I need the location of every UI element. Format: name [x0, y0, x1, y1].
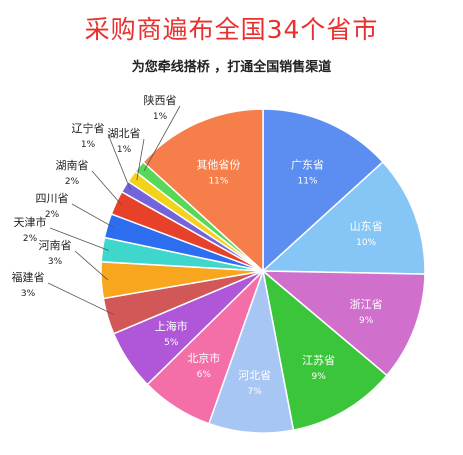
- slice-name-label: 山东省: [350, 220, 383, 233]
- slice-percent-label: 2%: [65, 177, 80, 187]
- slice-percent-label: 11%: [298, 176, 318, 186]
- slice-name-label: 其他省份: [196, 158, 240, 171]
- slice-name-label: 天津市: [14, 215, 47, 229]
- slice-percent-label: 2%: [23, 234, 38, 244]
- slice-name-label: 浙江省: [350, 298, 383, 311]
- pie-slice: [262, 108, 384, 273]
- leader-line: [74, 250, 108, 281]
- slice-percent-label: 3%: [21, 289, 36, 299]
- leader-line: [136, 138, 145, 181]
- leader-line: [91, 170, 123, 206]
- slice-name-label: 湖北省: [108, 127, 141, 140]
- slice-percent-label: 5%: [164, 338, 179, 348]
- slice-percent-label: 10%: [356, 238, 376, 248]
- slice-name-label: 江苏省: [302, 354, 335, 367]
- leader-lines: [47, 105, 181, 315]
- pie-slice: [207, 268, 295, 434]
- slice-percent-label: 7%: [248, 387, 263, 397]
- leader-line: [47, 282, 114, 315]
- slice-percent-label: 9%: [312, 372, 327, 382]
- slice-name-label: 四川省: [36, 192, 69, 205]
- slice-percent-label: 9%: [359, 316, 374, 326]
- leader-line: [107, 133, 131, 191]
- pie-slice: [142, 108, 264, 273]
- slice-name-label: 辽宁省: [72, 121, 105, 135]
- pie-slice: [260, 270, 426, 377]
- leader-line: [143, 105, 181, 171]
- slice-name-label: 陕西省: [144, 93, 177, 107]
- slice-percent-label: 1%: [153, 112, 168, 122]
- slice-name-label: 湖南省: [56, 159, 89, 172]
- slice-percent-label: 11%: [208, 176, 228, 186]
- slice-name-label: 广东省: [291, 158, 324, 171]
- pie-slice: [261, 160, 426, 275]
- slice-percent-label: 3%: [48, 257, 63, 267]
- slice-name-label: 河南省: [39, 239, 72, 252]
- slice-percent-label: 1%: [81, 140, 96, 150]
- slice-percent-label: 1%: [117, 145, 132, 155]
- chart-title: 采购商遍布全国34个省市: [84, 15, 379, 44]
- pie-slice: [261, 269, 388, 431]
- slice-name-label: 河北省: [238, 369, 271, 382]
- slice-name-label: 北京市: [187, 351, 220, 365]
- slice-name-label: 上海市: [155, 319, 188, 333]
- pie-slices: [100, 108, 426, 434]
- leader-line: [49, 227, 109, 251]
- leader-line: [71, 203, 114, 228]
- slice-percent-label: 2%: [45, 210, 60, 220]
- chart-subtitle: 为您牵线搭桥 ，打通全国销售渠道: [131, 60, 332, 75]
- slice-labels: 广东省 11% 山东省 10% 浙江省 9% 江苏省 9% 河北省 7% 北京市 6% 上海市 5% 福建省…: [12, 93, 383, 397]
- slice-name-label: 福建省: [12, 270, 45, 284]
- slice-percent-label: 6%: [197, 370, 212, 380]
